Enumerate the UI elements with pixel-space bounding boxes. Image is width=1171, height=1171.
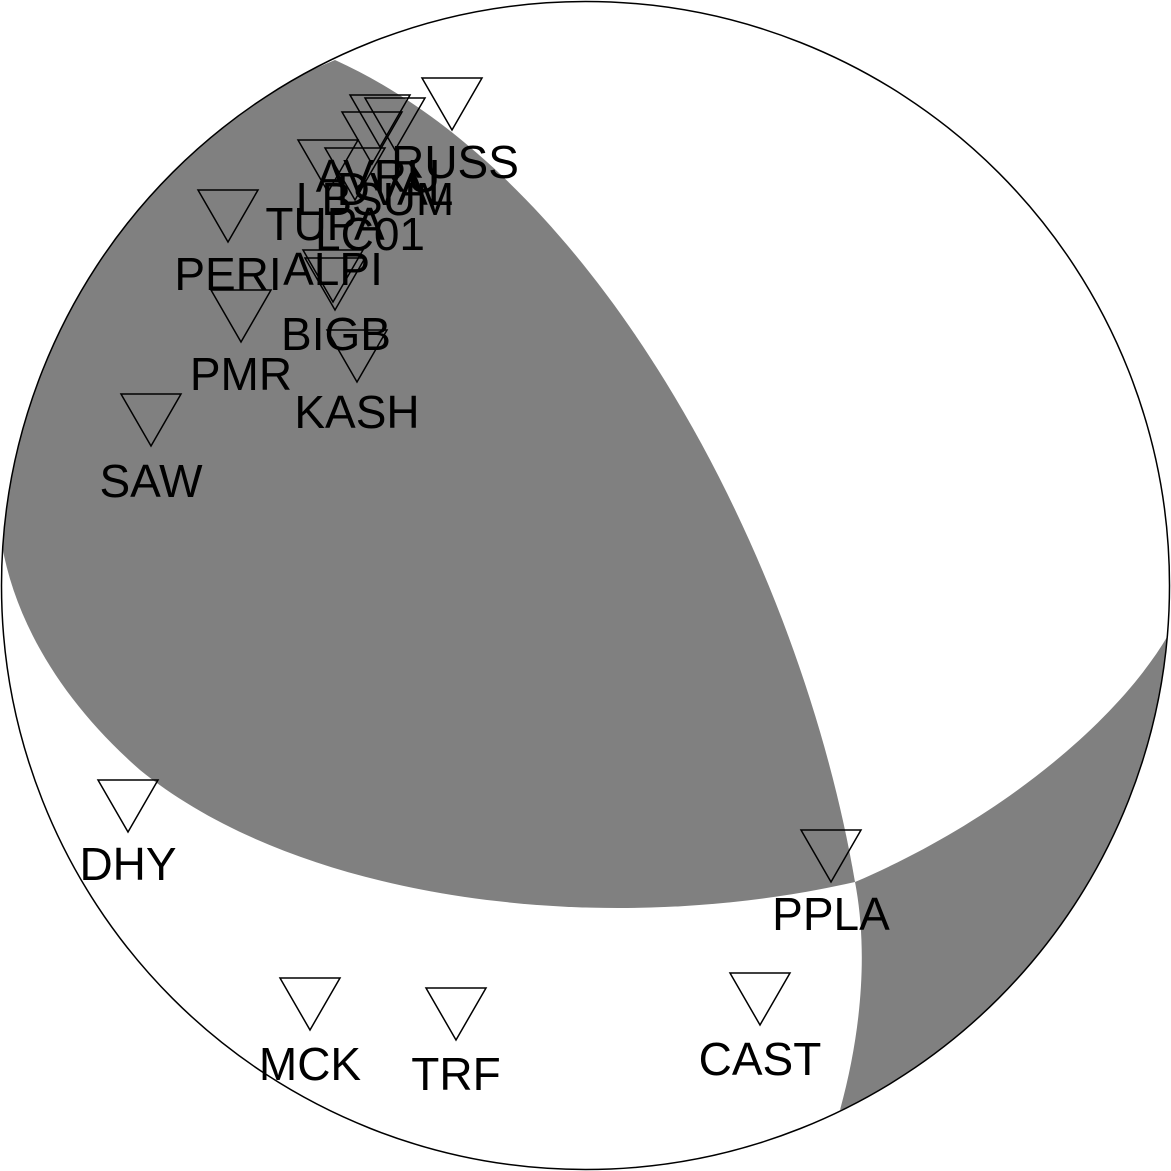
station-marker-pmr-icon: [209, 289, 273, 344]
station-pmr: PMR: [190, 289, 292, 400]
station-mck: MCK: [259, 977, 362, 1090]
station-marker-cast-icon: [728, 972, 792, 1027]
station-marker-trf-icon: [424, 987, 488, 1042]
station-russ: RUSS: [391, 77, 519, 188]
station-alpi: ALPI: [283, 243, 383, 304]
station-marker-dhy-icon: [96, 779, 160, 834]
stations-layer: RUSSAVRUDVALLBSUMTUPALC01ALPIPERIBIGBPMR…: [79, 77, 890, 1100]
station-marker-peri-icon: [196, 189, 260, 244]
station-label-peri: PERI: [174, 248, 281, 300]
station-peri: PERI: [174, 189, 282, 300]
station-label-pmr: PMR: [190, 348, 292, 400]
station-marker-bigb-icon: [303, 257, 367, 312]
compressional-quadrant-upper: [2, 60, 855, 908]
station-label-ppla: PPLA: [772, 888, 890, 940]
station-label-russ: RUSS: [391, 136, 519, 188]
station-label-dhy: DHY: [79, 838, 176, 890]
station-label-tupa: TUPA: [265, 198, 385, 250]
station-marker-lc01-icon: [323, 147, 387, 202]
station-label-mck: MCK: [259, 1038, 362, 1090]
station-ppla: PPLA: [772, 829, 890, 940]
station-marker-dval-icon: [363, 97, 427, 152]
station-bigb: BIGB: [281, 257, 391, 360]
station-marker-russ-icon: [420, 77, 484, 132]
station-label-cast: CAST: [699, 1033, 822, 1085]
station-label-bigb: BIGB: [281, 308, 391, 360]
station-label-dval: DVAL: [337, 163, 454, 215]
station-dval: DVAL: [337, 97, 454, 215]
station-marker-mck-icon: [278, 977, 342, 1032]
station-cast: CAST: [699, 972, 822, 1085]
station-label-alpi: ALPI: [283, 243, 383, 295]
station-tupa: TUPA: [265, 139, 385, 250]
station-label-lc01: LC01: [315, 208, 425, 260]
station-label-trf: TRF: [411, 1048, 500, 1100]
station-saw: SAW: [99, 393, 203, 507]
station-marker-saw-icon: [119, 393, 183, 448]
station-marker-alpi-icon: [301, 249, 365, 304]
station-marker-ppla-icon: [799, 829, 863, 884]
station-label-kash: KASH: [294, 386, 419, 438]
station-lc01: LC01: [315, 147, 425, 260]
station-trf: TRF: [411, 987, 501, 1100]
station-marker-avru-icon: [348, 94, 412, 149]
station-marker-lbsum-icon: [340, 111, 404, 166]
station-marker-kash-icon: [325, 329, 389, 384]
station-label-saw: SAW: [99, 455, 203, 507]
station-marker-tupa-icon: [296, 139, 360, 194]
station-kash: KASH: [294, 329, 420, 438]
station-dhy: DHY: [79, 779, 177, 890]
